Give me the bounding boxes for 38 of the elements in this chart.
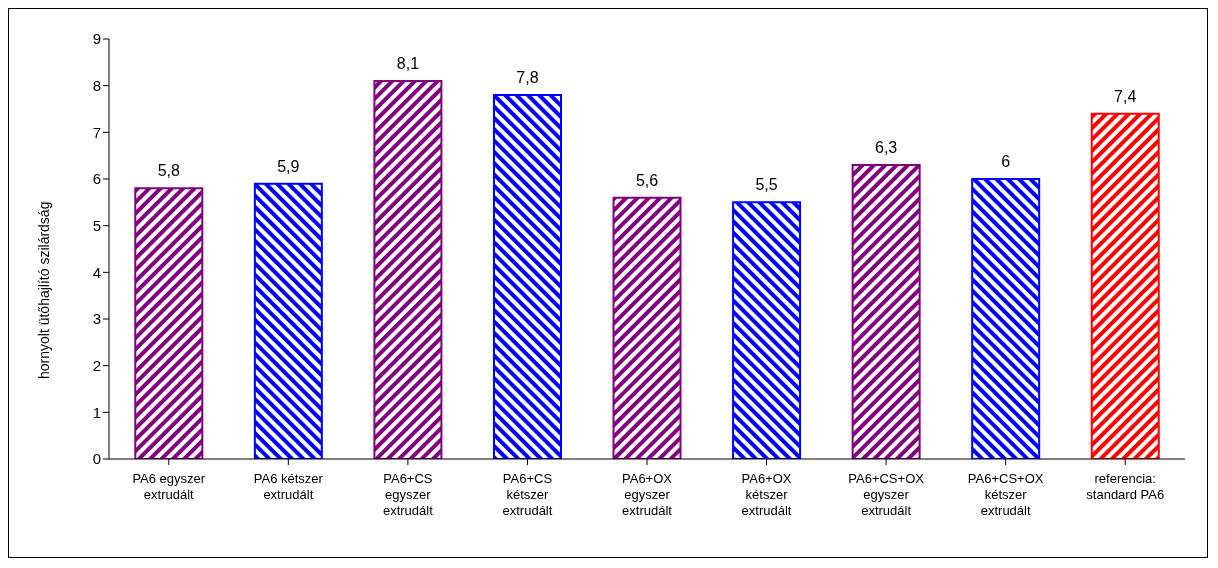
y-tick-label: 6 (92, 170, 101, 188)
x-tick-label: PA6+CS+OX kétszer extrudált (967, 471, 1044, 518)
data-label: 5,6 (635, 171, 659, 189)
bar (134, 187, 204, 459)
y-tick-label: 9 (92, 30, 101, 48)
x-tick-label: PA6+CS kétszer extrudált (502, 471, 553, 518)
x-tick-label: PA6+OX egyszer extrudált (622, 471, 673, 518)
data-label: 5,5 (755, 176, 778, 194)
bar (971, 178, 1041, 459)
bar (253, 182, 323, 459)
x-tick-label: PA6+CS egyszer extrudált (382, 471, 434, 518)
y-tick-label: 7 (92, 123, 101, 141)
data-label: 7,8 (516, 69, 539, 86)
data-label: 5,8 (157, 162, 181, 180)
x-tick-label: PA6+CS+OX egyszer extrudált (848, 471, 925, 518)
data-label: 5,9 (277, 157, 300, 175)
bar (492, 94, 562, 459)
bar (851, 164, 921, 459)
data-label: 7,4 (1114, 87, 1137, 105)
x-tick-label: PA6 egyszer extrudált (132, 471, 206, 502)
y-axis-title: hornyolt ütőhajlító szilárdság (35, 201, 52, 379)
x-tick-label: PA6 kétszer extrudált (253, 471, 324, 502)
data-label: 8,1 (396, 55, 420, 72)
bar (1090, 112, 1160, 459)
y-tick-label: 1 (92, 403, 101, 421)
bar (732, 201, 802, 459)
y-tick-label: 5 (92, 216, 101, 234)
y-tick-label: 4 (92, 263, 101, 281)
x-tick-label: PA6+OX kétszer extrudált (741, 471, 792, 518)
bar (373, 80, 443, 459)
data-label: 6 (1001, 153, 1011, 170)
y-tick-label: 8 (92, 76, 101, 94)
y-tick-label: 3 (92, 310, 101, 328)
data-label: 6,3 (875, 139, 898, 156)
y-tick-label: 2 (92, 356, 101, 374)
y-tick-label: 0 (92, 450, 101, 468)
x-tick-label: referencia: standard PA6 (1086, 471, 1165, 502)
bar (612, 196, 682, 459)
